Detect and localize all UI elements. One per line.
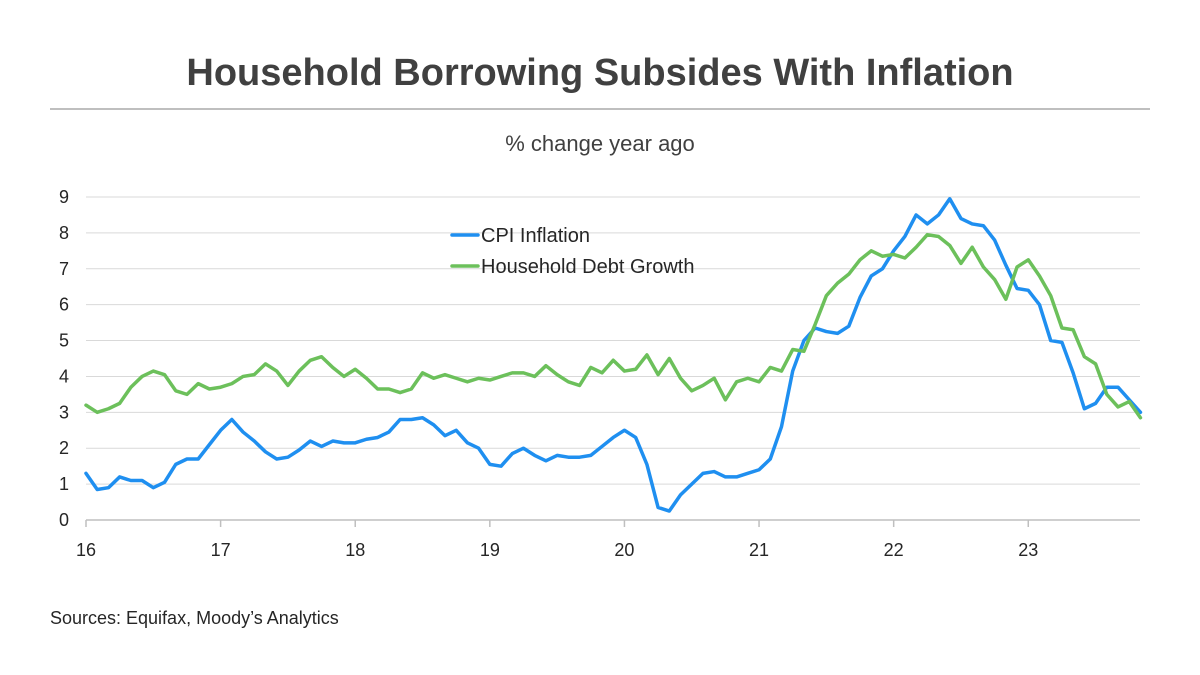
chart-title: Household Borrowing Subsides With Inflat…: [186, 52, 1014, 94]
x-tick-label: 19: [480, 540, 500, 560]
series-line-1: [84, 232, 1143, 420]
x-tick-labels: 16 17 18 19 20 21 22 23: [76, 540, 1038, 560]
legend-label-0: CPI Inflation: [481, 225, 590, 247]
chart-subtitle: % change year ago: [505, 131, 695, 156]
y-tick-label: 5: [59, 331, 69, 351]
y-tick-label: 4: [59, 366, 69, 386]
y-tick-label: 9: [59, 187, 69, 207]
series-lines: [84, 197, 1143, 513]
y-tick-label: 6: [59, 295, 69, 315]
x-tick-label: 18: [345, 540, 365, 560]
x-tick-label: 17: [211, 540, 231, 560]
y-tick-label: 0: [59, 510, 69, 530]
y-tick-label: 8: [59, 223, 69, 243]
x-tick-label: 21: [749, 540, 769, 560]
gridlines: [86, 196, 1140, 485]
y-tick-label: 2: [59, 438, 69, 458]
y-tick-label: 3: [59, 402, 69, 422]
y-tick-label: 7: [59, 259, 69, 279]
x-tick-label: 20: [614, 540, 634, 560]
source-note: Sources: Equifax, Moody’s Analytics: [50, 608, 339, 628]
series-line-0: [84, 197, 1143, 513]
x-tick-label: 23: [1018, 540, 1038, 560]
title-divider: [50, 108, 1150, 110]
x-tick-label: 16: [76, 540, 96, 560]
x-tick-label: 22: [884, 540, 904, 560]
legend-label-1: Household Debt Growth: [481, 256, 694, 278]
legend: CPI Inflation Household Debt Growth: [450, 225, 694, 278]
y-tick-labels: 0 1 2 3 4 5 6 7 8 9: [59, 187, 69, 530]
axes: [85, 519, 1140, 527]
y-tick-label: 1: [59, 474, 69, 494]
